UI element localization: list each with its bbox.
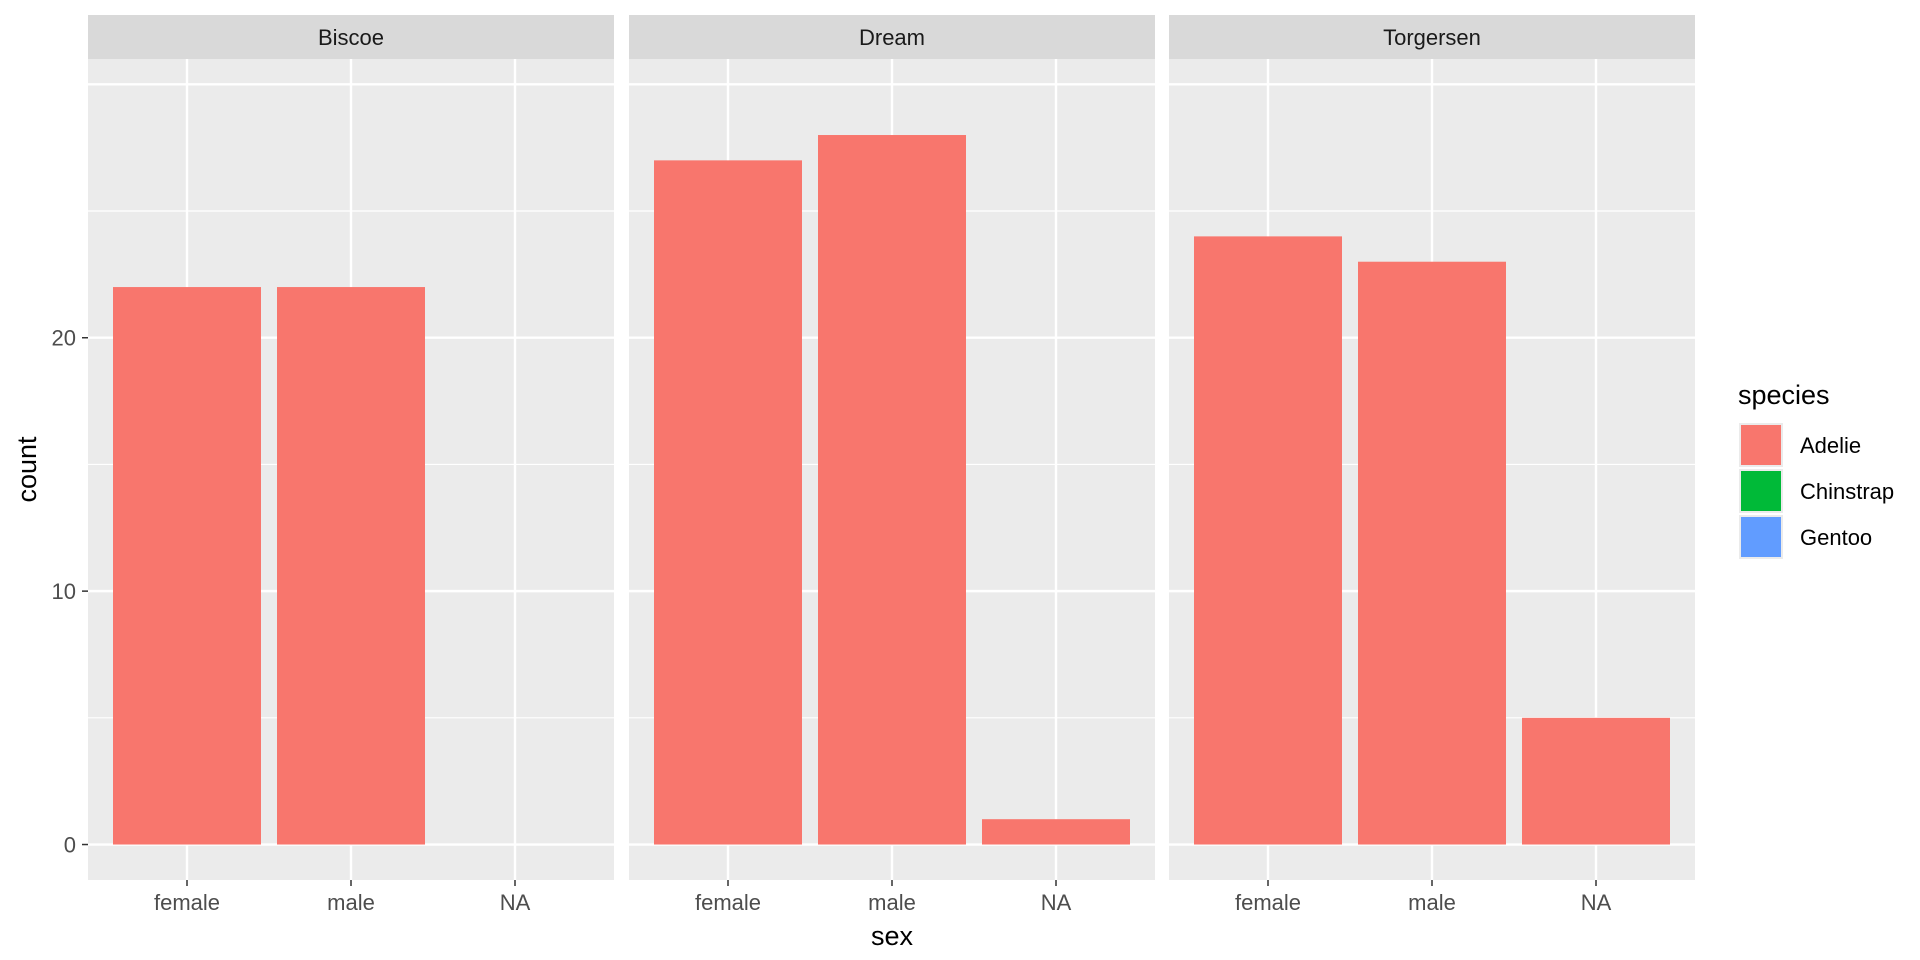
bar-torgersen-na: [1522, 717, 1670, 845]
legend-swatch-adelie: [1741, 425, 1781, 465]
strip-background: [1169, 15, 1695, 59]
legend-swatch-gentoo: [1741, 517, 1781, 557]
facet-panel-biscoe: Biscoe female male NA: [88, 15, 614, 915]
bar-biscoe-male: [277, 287, 425, 845]
facet-panel-torgersen: Torgersen female male NA: [1169, 15, 1695, 915]
x-tick-label: NA: [1041, 890, 1072, 915]
bar-torgersen-female: [1194, 236, 1342, 845]
bar-dream-na: [982, 819, 1130, 845]
facet-panel-dream: Dream female male NA: [629, 15, 1155, 915]
legend-title: species: [1738, 380, 1830, 410]
y-tick-label: 0: [64, 833, 76, 858]
x-tick-label: male: [327, 890, 375, 915]
bar-dream-male: [818, 135, 966, 845]
legend: species Adelie Chinstrap Gentoo: [1738, 380, 1894, 559]
x-tick-label: male: [1408, 890, 1456, 915]
bar-torgersen-male: [1358, 261, 1506, 845]
strip-label: Torgersen: [1383, 25, 1481, 50]
bar-biscoe-female: [113, 287, 261, 845]
y-tick-label: 20: [52, 326, 76, 351]
x-tick-label: NA: [500, 890, 531, 915]
y-tick-label: 10: [52, 579, 76, 604]
x-tick-label: female: [695, 890, 761, 915]
x-tick-label: female: [1235, 890, 1301, 915]
legend-label-gentoo: Gentoo: [1800, 525, 1872, 550]
bar-dream-female: [654, 160, 802, 845]
legend-label-chinstrap: Chinstrap: [1800, 479, 1894, 504]
x-tick-label: male: [868, 890, 916, 915]
strip-background: [88, 15, 614, 59]
legend-swatch-chinstrap: [1741, 471, 1781, 511]
y-axis: 0 10 20: [52, 326, 88, 858]
strip-background: [629, 15, 1155, 59]
x-tick-label: NA: [1581, 890, 1612, 915]
strip-label: Dream: [859, 25, 925, 50]
legend-label-adelie: Adelie: [1800, 433, 1861, 458]
x-tick-label: female: [154, 890, 220, 915]
x-axis-title: sex: [871, 921, 914, 951]
y-axis-title: count: [12, 436, 42, 503]
strip-label: Biscoe: [318, 25, 384, 50]
